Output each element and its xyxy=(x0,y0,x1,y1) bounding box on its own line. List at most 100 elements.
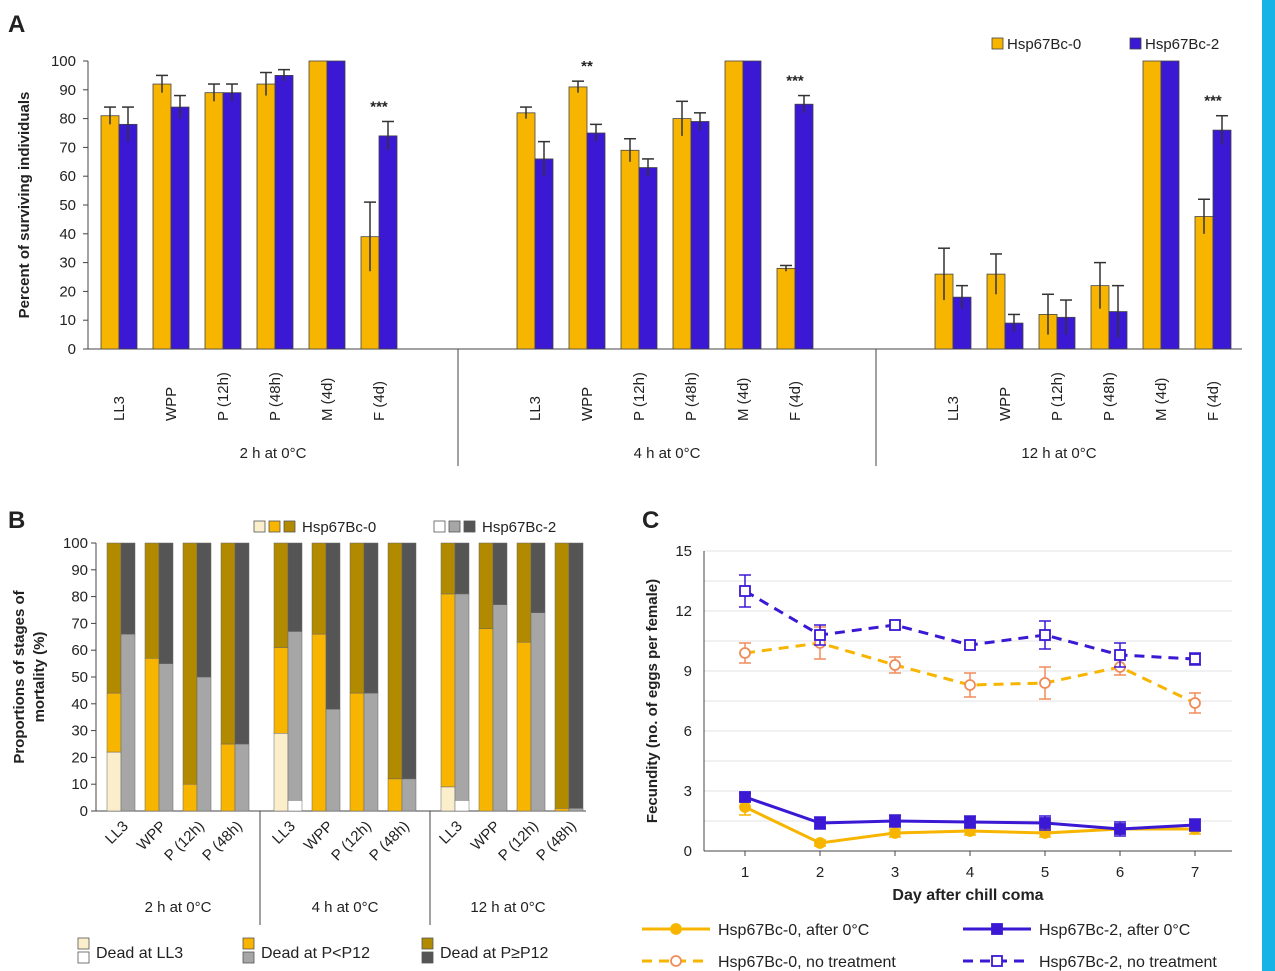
legend-label: Dead at P<P12 xyxy=(261,945,370,962)
legend-swatch xyxy=(463,520,476,533)
legend-swatch xyxy=(242,937,255,950)
x-tick-label: LL3 xyxy=(436,818,466,848)
bar xyxy=(118,123,138,350)
y-tick-label: 80 xyxy=(59,111,76,128)
group-label: 12 h at 0°C xyxy=(470,899,545,916)
x-tick-label: P (48h) xyxy=(1101,372,1118,421)
x-tick-label: LL3 xyxy=(269,818,299,848)
data-point xyxy=(1114,649,1126,661)
stack-segment xyxy=(492,542,508,605)
data-point xyxy=(814,837,826,849)
y-tick-label: 70 xyxy=(59,139,76,156)
stack-segment xyxy=(349,692,365,812)
stack-segment xyxy=(478,628,494,812)
stack-segment xyxy=(196,676,212,812)
stack-segment xyxy=(440,593,456,788)
x-tick-label: LL3 xyxy=(527,396,544,421)
bar xyxy=(794,103,814,350)
x-tick-label: 7 xyxy=(1191,864,1199,881)
stack-segment xyxy=(568,542,584,809)
data-point xyxy=(889,659,901,671)
data-point xyxy=(991,923,1003,935)
bar xyxy=(776,267,796,350)
data-point xyxy=(814,629,826,641)
data-point xyxy=(739,585,751,597)
legend-swatch xyxy=(268,520,281,533)
stack-segment xyxy=(454,800,470,812)
y-tick-label: 6 xyxy=(684,723,692,740)
stack-segment xyxy=(440,786,456,812)
stack-segment xyxy=(363,692,379,812)
stack-segment xyxy=(234,542,250,745)
bar xyxy=(690,121,710,350)
stack-segment xyxy=(311,633,327,812)
data-point xyxy=(670,955,682,967)
y-axis-title: Percent of surviving individuals xyxy=(16,92,33,319)
stack-segment xyxy=(106,692,122,753)
stack-segment xyxy=(401,778,417,812)
x-tick-label: 6 xyxy=(1116,864,1124,881)
x-tick-label: P (48h) xyxy=(533,818,580,865)
data-point xyxy=(739,801,751,813)
legend-swatch xyxy=(283,520,296,533)
stack-segment xyxy=(325,708,341,812)
significance-mark: ** xyxy=(581,58,593,75)
data-point xyxy=(964,679,976,691)
group-label: 4 h at 0°C xyxy=(634,445,701,462)
stack-segment xyxy=(158,663,174,812)
y-tick-label: 80 xyxy=(71,589,88,606)
stack-segment xyxy=(182,542,198,785)
panel-a-label: A xyxy=(8,11,25,38)
legend-swatch xyxy=(448,520,461,533)
y-tick-label: 0 xyxy=(684,843,692,860)
stack-segment xyxy=(516,542,532,643)
x-tick-label: WPP xyxy=(997,387,1014,421)
x-tick-label: P (48h) xyxy=(683,372,700,421)
x-tick-label: P (12h) xyxy=(631,372,648,421)
stack-segment xyxy=(478,542,494,630)
x-tick-label: F (4d) xyxy=(371,381,388,421)
y-tick-label: 60 xyxy=(59,168,76,185)
y-tick-label: 15 xyxy=(675,543,692,560)
x-tick-label: WPP xyxy=(163,387,180,421)
stack-segment xyxy=(273,542,289,648)
bar xyxy=(534,158,554,350)
legend-label: Hsp67Bc-2, no treatment xyxy=(1039,954,1217,971)
bar xyxy=(326,60,346,350)
y-tick-label: 10 xyxy=(71,776,88,793)
data-point xyxy=(1039,677,1051,689)
bar xyxy=(152,83,172,350)
x-tick-label: LL3 xyxy=(102,818,132,848)
data-point xyxy=(991,955,1003,967)
y-tick-label: 3 xyxy=(684,783,692,800)
y-tick-label: 0 xyxy=(68,341,76,358)
data-point xyxy=(889,619,901,631)
y-tick-label: 30 xyxy=(71,723,88,740)
bar xyxy=(378,135,398,350)
y-tick-label: 10 xyxy=(59,312,76,329)
data-point xyxy=(814,817,826,829)
y-tick-label: 40 xyxy=(71,696,88,713)
stack-segment xyxy=(273,733,289,812)
stack-segment xyxy=(234,743,250,812)
stack-segment xyxy=(287,800,303,812)
legend-label: Hsp67Bc-0 xyxy=(302,519,376,536)
data-point xyxy=(1189,653,1201,665)
bar xyxy=(516,112,536,350)
x-tick-label: F (4d) xyxy=(1205,381,1222,421)
y-tick-label: 12 xyxy=(675,603,692,620)
panel-b-chart: 0 10 20 30 40 50 60 70 80 90 100 Proportions of sta… xyxy=(11,519,586,964)
stack-segment xyxy=(554,808,570,812)
y-tick-label: 100 xyxy=(63,535,88,552)
data-point xyxy=(739,791,751,803)
y-tick-label: 70 xyxy=(71,615,88,632)
legend-swatch xyxy=(421,951,434,964)
stack-segment xyxy=(273,647,289,734)
group-label: 2 h at 0°C xyxy=(145,899,212,916)
bar xyxy=(1142,60,1162,350)
legend-swatch xyxy=(242,951,255,964)
stack-segment xyxy=(387,542,403,780)
stack-segment xyxy=(311,542,327,635)
x-tick-label: P (48h) xyxy=(267,372,284,421)
